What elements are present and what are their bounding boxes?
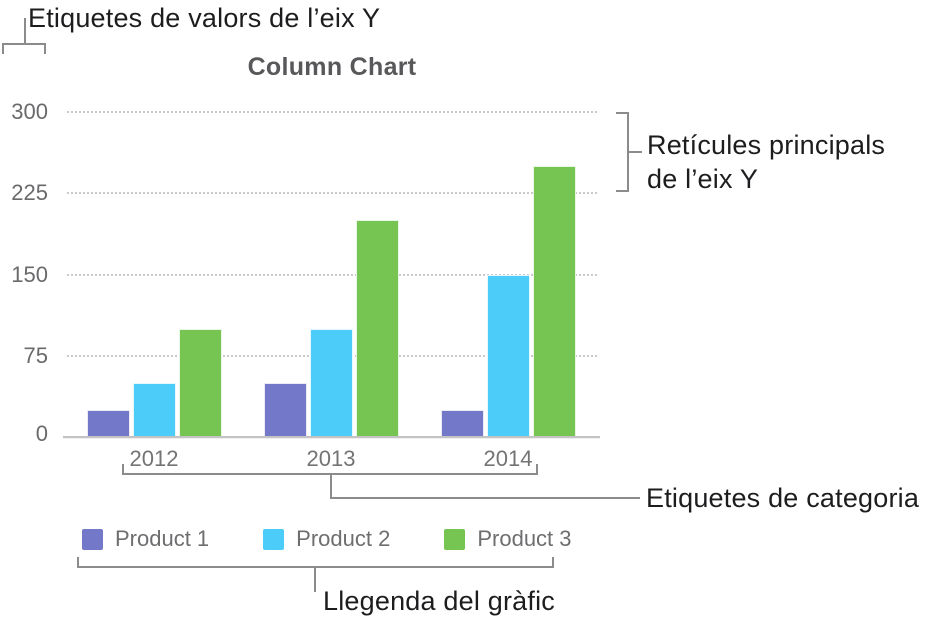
legend-swatch	[82, 528, 103, 550]
annotation-category-labels: Etiquetes de categoria	[646, 483, 920, 513]
bar-2014-product-2	[487, 274, 530, 437]
bar-2013-product-3	[356, 220, 399, 437]
legend-item-product-2: Product 2	[263, 528, 390, 550]
y-axis-label-75: 75	[23, 342, 48, 368]
legend-label: Product 1	[115, 526, 210, 551]
y-axis-label-0: 0	[35, 421, 48, 446]
legend-item-product-3: Product 3	[444, 526, 572, 551]
bar-2013-product-2	[310, 328, 353, 437]
gridlines-bracket	[616, 112, 642, 192]
category-label-2014: 2014	[483, 446, 533, 471]
chart-legend: Product 1 Product 2 Product 3	[82, 528, 572, 550]
gridline-225	[67, 192, 597, 195]
bar-2013-product-1	[264, 382, 307, 437]
legend-item-product-1: Product 1	[82, 528, 209, 550]
y-axis-label-300: 300	[11, 99, 48, 124]
gridline-150	[67, 273, 597, 276]
bar-2012-product-2	[133, 382, 176, 437]
bar-2014-product-3	[533, 166, 576, 437]
y-axis-label-150: 150	[11, 261, 48, 287]
annotation-y-value-labels: Etiquetes de valors de l’eix Y	[28, 3, 381, 33]
category-label-2012: 2012	[129, 446, 179, 471]
x-axis-baseline	[63, 436, 600, 438]
annotation-legend: Llegenda del gràfic	[323, 586, 555, 616]
legend-label: Product 2	[296, 526, 391, 551]
legend-swatch	[444, 528, 466, 550]
y-axis-label-225: 225	[11, 180, 48, 206]
category-label-2013: 2013	[306, 446, 356, 471]
category-callout-line	[122, 464, 640, 499]
gridline-300	[67, 111, 597, 113]
bar-2014-product-1	[441, 409, 484, 437]
chart-title: Column Chart	[247, 53, 417, 81]
legend-swatch	[263, 528, 285, 550]
legend-label: Product 3	[477, 526, 572, 551]
bar-2012-product-3	[179, 328, 222, 437]
annotation-y-gridlines: Retícules principals de l’eix Y	[647, 130, 886, 194]
bar-2012-product-1	[87, 409, 130, 437]
